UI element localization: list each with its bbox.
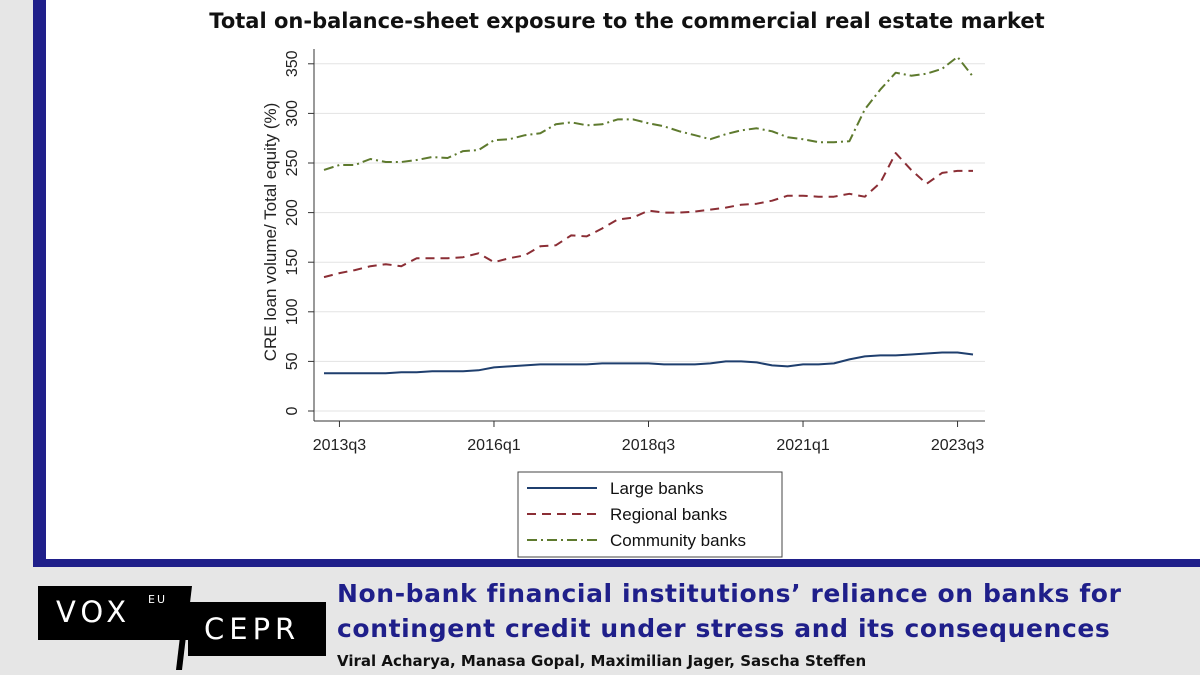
- legend-label: Large banks: [610, 479, 704, 498]
- logo-vox-superscript: EU: [148, 593, 168, 606]
- x-tick-label: 2016q1: [467, 437, 520, 454]
- y-axis-title: CRE loan volume/ Total equity (%): [261, 103, 280, 362]
- y-tick-label: 300: [284, 100, 301, 127]
- x-tick-label: 2021q1: [776, 437, 829, 454]
- x-tick-label: 2018q3: [622, 437, 675, 454]
- y-tick-label: 150: [284, 249, 301, 276]
- logo-cepr-text: CEPR: [204, 612, 301, 646]
- voxeu-logo: VOX EU: [38, 586, 188, 640]
- x-tick-label: 2023q3: [931, 437, 984, 454]
- frame-bottom-rule: [33, 559, 1200, 567]
- legend-label: Community banks: [610, 531, 746, 550]
- y-tick-label: 200: [284, 199, 301, 226]
- article-title-line-2: contingent credit under stress and its c…: [337, 614, 1111, 643]
- article-authors: Viral Acharya, Manasa Gopal, Maximilian …: [337, 652, 867, 670]
- article-title-line-1: Non-bank financial institutions’ relianc…: [337, 579, 1122, 608]
- chart-title: Total on-balance-sheet exposure to the c…: [209, 9, 1045, 33]
- x-tick-label: 2013q3: [313, 437, 366, 454]
- y-tick-label: 250: [284, 150, 301, 177]
- y-tick-label: 50: [284, 352, 301, 370]
- y-tick-label: 0: [284, 406, 301, 415]
- grid-lines: [314, 63, 985, 412]
- legend-label: Regional banks: [610, 505, 727, 524]
- cepr-logo: CEPR: [188, 602, 326, 656]
- series-line-large-banks: [324, 351, 974, 375]
- logo-vox-text: VOX: [56, 595, 132, 629]
- series-line-regional-banks: [323, 152, 973, 279]
- axes: [313, 49, 985, 422]
- series: [323, 55, 974, 375]
- frame-left-bar: [33, 0, 46, 567]
- chart: 0 50 100 150 200 250 300 350 2013q3 2016q1 2018q3 2…: [261, 49, 985, 558]
- article-title: Non-bank financial institutions’ relianc…: [337, 576, 1197, 646]
- axis-ticks: 0 50 100 150 200 250 300 350 2013q3 2016q1 2018q3 2…: [284, 50, 984, 454]
- y-tick-label: 100: [284, 298, 301, 325]
- legend: Large banks Regional banks Community banks: [517, 471, 783, 558]
- chart-panel: [46, 0, 1200, 559]
- y-tick-label: 350: [284, 50, 301, 77]
